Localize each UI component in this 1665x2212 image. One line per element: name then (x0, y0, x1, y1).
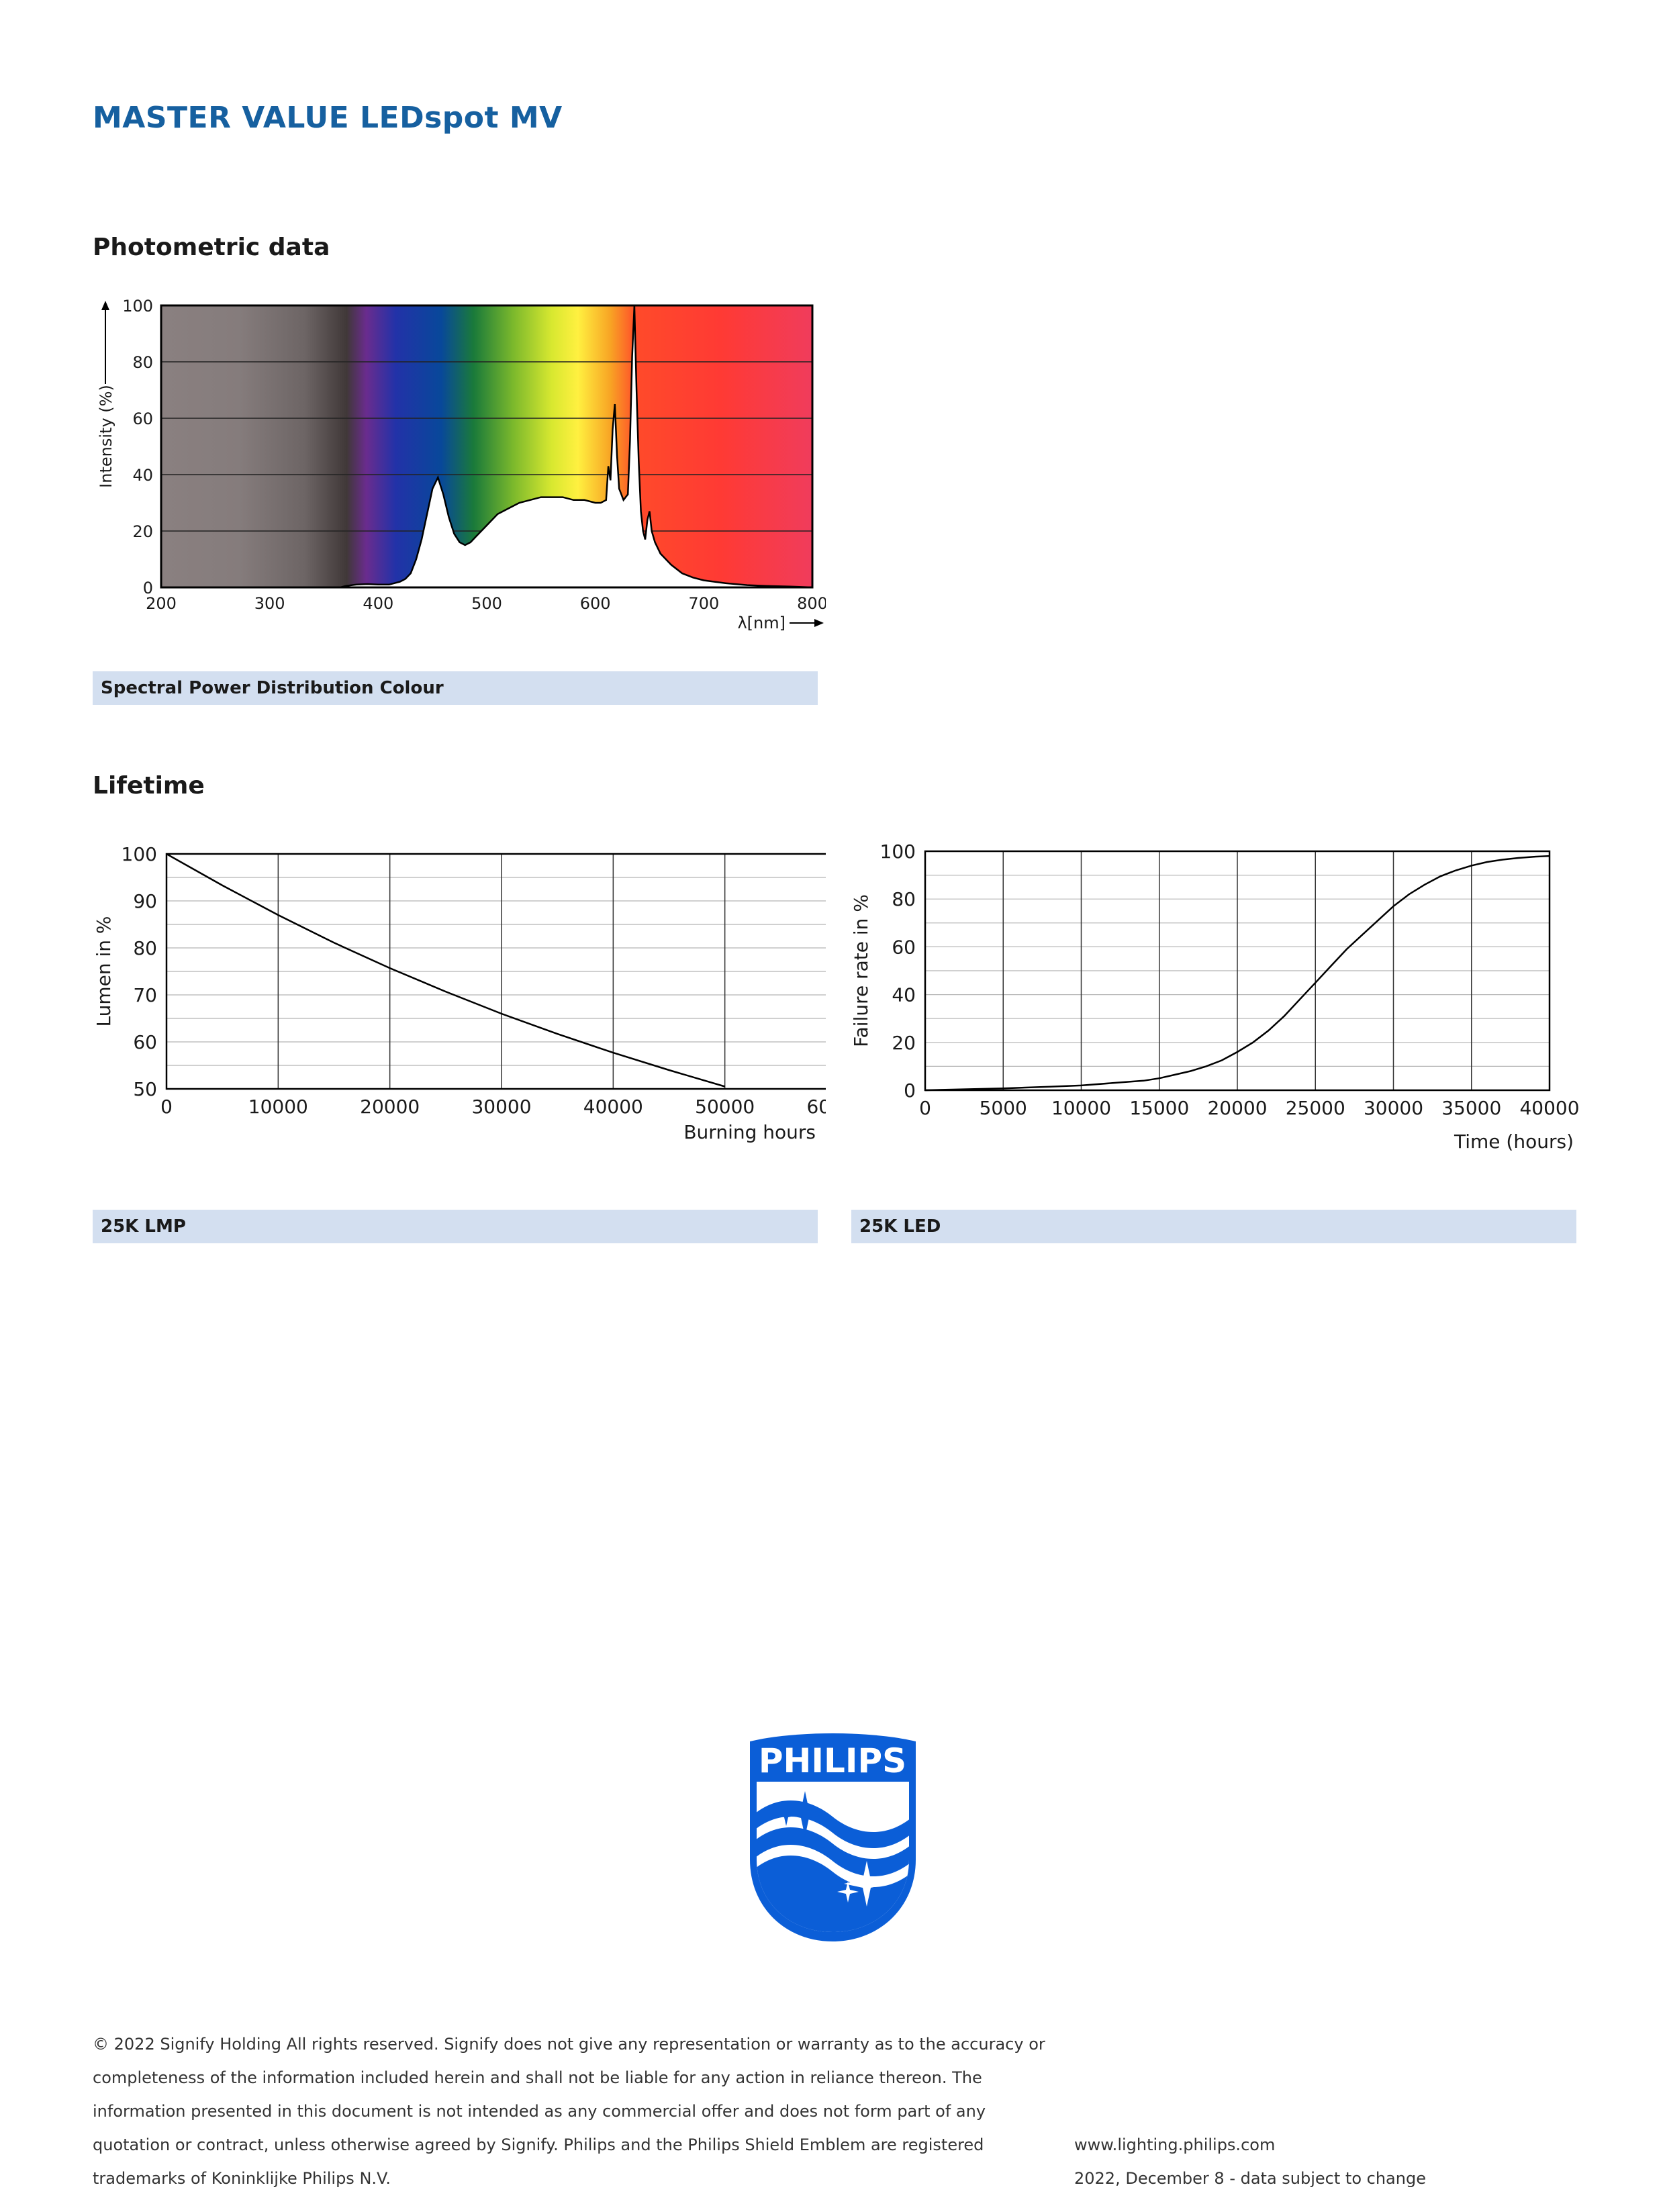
legal-line: information presented in this document i… (93, 2102, 986, 2121)
lumen-x-axis-label: Burning hours (683, 1121, 816, 1143)
spd-x-axis-label: λ[nm] (737, 614, 786, 632)
failure-y-tick-label: 100 (880, 840, 916, 863)
failure-x-tick-label: 10000 (1051, 1097, 1111, 1119)
lifetime-section-title: Lifetime (93, 772, 205, 800)
lumen-y-tick-label: 50 (133, 1078, 157, 1100)
legal-notice: © 2022 Signify Holding All rights reserv… (93, 2027, 1100, 2195)
website-link[interactable]: www.lighting.philips.com (1074, 2135, 1276, 2154)
failure-y-axis-label: Failure rate in % (850, 894, 872, 1047)
spd-series-line (340, 305, 813, 589)
failure-x-tick-label: 20000 (1207, 1097, 1267, 1119)
lumen-y-tick-label: 60 (133, 1031, 157, 1053)
spd-x-tick-label: 200 (146, 594, 177, 613)
failure-x-tick-labels: 0 5000 10000 15000 20000 25000 30000 35000 40000 (919, 1097, 1579, 1119)
spd-x-tick-label: 700 (688, 594, 719, 613)
lumen-gridlines (166, 854, 826, 1089)
failure-y-tick-label: 0 (904, 1079, 916, 1102)
failure-x-axis-label: Time (hours) (1454, 1131, 1574, 1153)
lumen-y-tick-label: 100 (122, 843, 157, 865)
legal-line: completeness of the information included… (93, 2068, 982, 2087)
spd-x-tick-label: 800 (797, 594, 826, 613)
spectral-power-distribution-chart: 0 20 40 60 80 100 200 300 400 500 600 700 800 Inten… (97, 297, 826, 632)
lumen-y-tick-label: 70 (133, 984, 157, 1006)
failure-x-tick-label: 30000 (1364, 1097, 1423, 1119)
legal-line: trademarks of Koninklijke Philips N.V. (93, 2169, 391, 2188)
lumen-x-tick-label: 40000 (583, 1096, 643, 1118)
spd-plot-border (160, 304, 814, 589)
philips-shield-logo: PHILIPS (747, 1732, 918, 1943)
failure-x-tick-label: 5000 (980, 1097, 1027, 1119)
spd-caption: Spectral Power Distribution Colour (93, 671, 818, 705)
spd-x-tick-label: 400 (363, 594, 393, 613)
failure-caption: 25K LED (851, 1210, 1576, 1243)
lumen-x-tick-label: 50000 (695, 1096, 755, 1118)
failure-x-tick-label: 40000 (1519, 1097, 1579, 1119)
lumen-maintenance-chart: 50 60 70 80 90 100 0 10000 20000 30000 40000 50000… (93, 843, 826, 1143)
lumen-x-tick-label: 0 (160, 1096, 173, 1118)
document-title: MASTER VALUE LEDspot MV (93, 101, 563, 135)
failure-gridlines (925, 851, 1550, 1090)
lumen-y-tick-label: 90 (133, 890, 157, 912)
failure-series-line (924, 855, 1550, 1092)
spd-gridlines (161, 361, 812, 532)
spd-y-tick-label: 80 (132, 353, 153, 372)
lumen-caption: 25K LMP (93, 1210, 818, 1243)
failure-x-tick-label: 0 (919, 1097, 931, 1119)
spd-y-axis-arrow (101, 301, 109, 336)
failure-y-tick-labels: 0 20 40 60 80 100 (880, 840, 916, 1102)
logo-wordmark: PHILIPS (759, 1741, 906, 1780)
failure-y-tick-label: 80 (892, 888, 916, 910)
date-note: 2022, December 8 - data subject to chang… (1074, 2169, 1426, 2188)
spd-y-tick-label: 0 (143, 579, 153, 597)
spd-x-axis-arrow (790, 619, 824, 627)
failure-y-tick-label: 40 (892, 984, 916, 1006)
lumen-x-tick-labels: 0 10000 20000 30000 40000 50000 60000 (160, 1096, 826, 1118)
failure-y-tick-label: 60 (892, 936, 916, 958)
failure-rate-chart: 0 20 40 60 80 100 0 5000 10000 15000 20000 25000 30… (850, 840, 1580, 1153)
failure-x-tick-label: 15000 (1129, 1097, 1189, 1119)
spd-x-tick-label: 600 (580, 594, 611, 613)
legal-line: © 2022 Signify Holding All rights reserv… (93, 2035, 1045, 2054)
spd-x-tick-label: 500 (471, 594, 502, 613)
photometric-section-title: Photometric data (93, 234, 330, 261)
failure-y-tick-label: 20 (892, 1032, 916, 1054)
lumen-y-tick-label: 80 (133, 937, 157, 959)
spd-x-tick-label: 300 (254, 594, 285, 613)
lumen-y-tick-labels: 50 60 70 80 90 100 (122, 843, 157, 1100)
spd-y-tick-labels: 0 20 40 60 80 100 (122, 297, 153, 597)
lumen-x-tick-label: 60000 (806, 1096, 826, 1118)
lumen-plot-border (165, 853, 826, 1090)
failure-plot-border (924, 850, 1551, 1092)
lumen-x-tick-label: 30000 (471, 1096, 531, 1118)
spd-y-axis-label: Intensity (%) (97, 385, 115, 488)
lumen-y-axis-label: Lumen in % (93, 916, 115, 1026)
spd-y-tick-label: 20 (132, 522, 153, 541)
spd-y-tick-label: 100 (122, 297, 153, 316)
lumen-x-tick-label: 10000 (248, 1096, 308, 1118)
spd-x-tick-labels: 200 300 400 500 600 700 800 (146, 594, 826, 613)
failure-x-tick-label: 25000 (1286, 1097, 1345, 1119)
spd-y-tick-label: 60 (132, 410, 153, 428)
failure-x-tick-label: 35000 (1441, 1097, 1501, 1119)
spd-white-fill (340, 305, 812, 587)
legal-line: quotation or contract, unless otherwise … (93, 2135, 984, 2154)
spd-y-tick-label: 40 (132, 466, 153, 485)
lumen-x-tick-label: 20000 (360, 1096, 420, 1118)
lumen-series-line (166, 853, 726, 1088)
